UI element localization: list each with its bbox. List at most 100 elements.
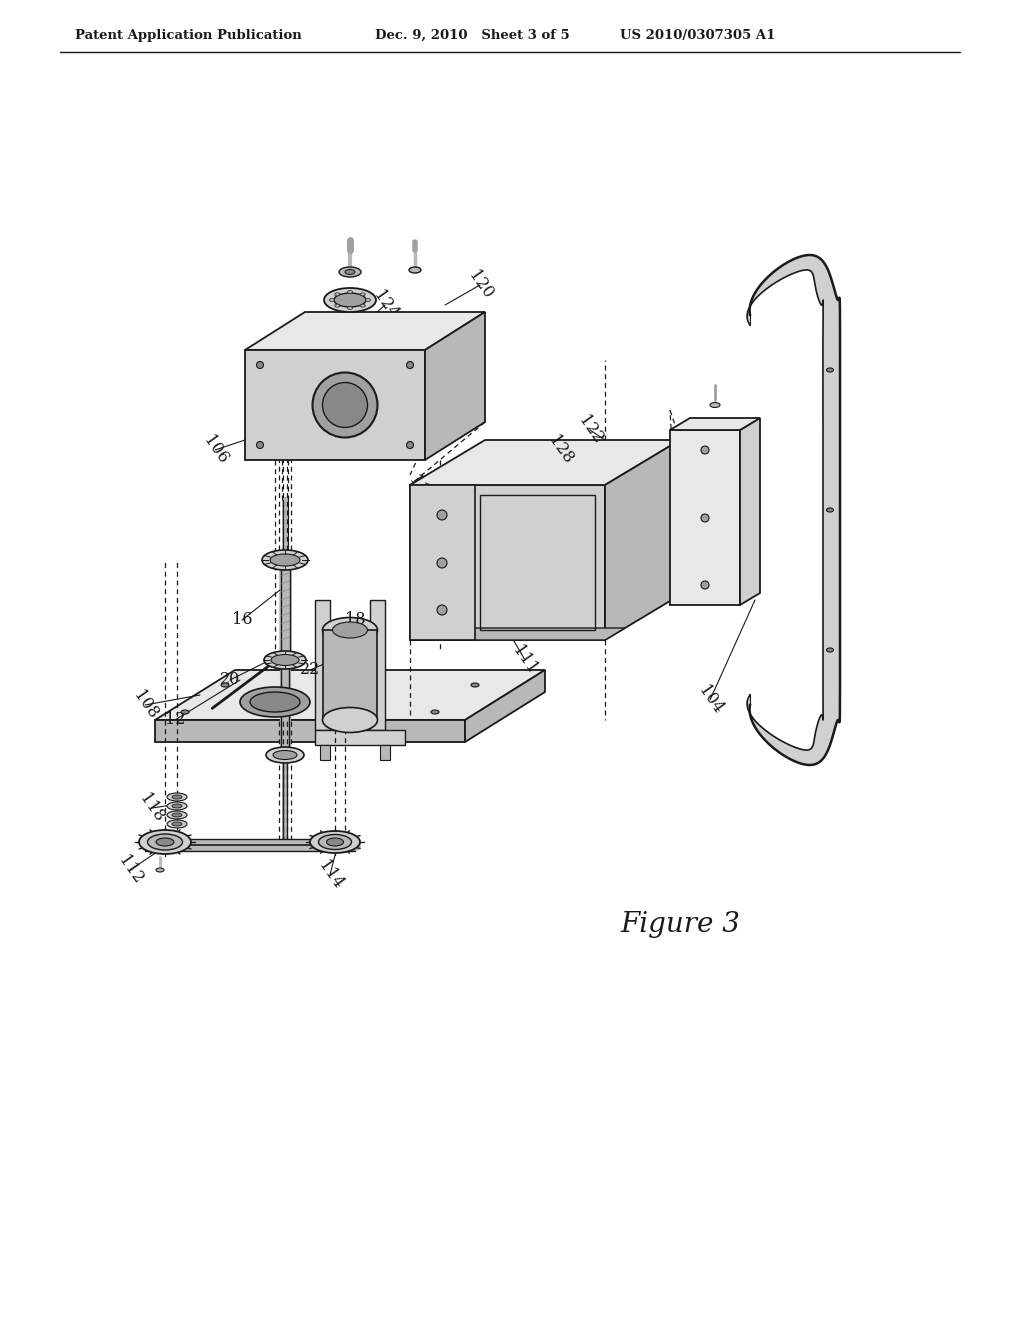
Text: 124: 124 [370,288,400,322]
Ellipse shape [407,441,414,449]
Ellipse shape [172,795,182,799]
Ellipse shape [701,513,709,521]
Polygon shape [155,671,545,719]
Ellipse shape [221,682,229,686]
Text: 16: 16 [231,611,252,628]
Polygon shape [245,312,485,350]
Text: Patent Application Publication: Patent Application Publication [75,29,302,41]
Ellipse shape [323,383,368,428]
Ellipse shape [327,838,343,846]
Ellipse shape [270,554,300,566]
Text: 122: 122 [574,413,606,447]
Ellipse shape [345,269,355,275]
Text: 112: 112 [115,853,145,887]
Ellipse shape [407,362,414,368]
Ellipse shape [318,834,351,850]
Ellipse shape [273,751,297,759]
Text: 120: 120 [464,268,496,302]
Ellipse shape [471,682,479,686]
Polygon shape [605,440,680,640]
Ellipse shape [147,834,182,850]
Ellipse shape [409,267,421,273]
Text: 111: 111 [509,643,541,677]
Ellipse shape [360,293,366,296]
Ellipse shape [333,622,368,638]
Polygon shape [748,255,840,766]
Ellipse shape [710,403,720,408]
Text: Dec. 9, 2010   Sheet 3 of 5: Dec. 9, 2010 Sheet 3 of 5 [375,29,569,41]
Polygon shape [380,744,390,760]
Ellipse shape [431,710,439,714]
Ellipse shape [323,618,378,643]
Text: 118: 118 [136,791,168,825]
Ellipse shape [335,293,340,296]
Ellipse shape [437,558,447,568]
Polygon shape [670,418,760,430]
Ellipse shape [256,362,263,368]
Ellipse shape [366,298,371,301]
Ellipse shape [264,651,306,669]
Text: 128: 128 [544,433,575,467]
Text: Figure 3: Figure 3 [620,912,740,939]
Ellipse shape [266,747,304,763]
Text: 114: 114 [314,858,346,892]
Polygon shape [425,312,485,459]
Text: 108: 108 [129,688,161,722]
Ellipse shape [167,820,187,828]
Polygon shape [465,671,545,742]
Polygon shape [670,430,740,605]
Ellipse shape [324,288,376,312]
Polygon shape [410,628,625,640]
Ellipse shape [437,605,447,615]
Text: 12: 12 [165,711,185,729]
Polygon shape [155,719,465,742]
Ellipse shape [172,813,182,817]
Ellipse shape [437,510,447,520]
Text: 20: 20 [220,672,240,689]
Ellipse shape [701,581,709,589]
Ellipse shape [250,692,300,711]
Ellipse shape [701,446,709,454]
Ellipse shape [156,869,164,873]
Ellipse shape [826,508,834,512]
Polygon shape [319,744,330,760]
Ellipse shape [167,810,187,818]
Polygon shape [410,484,605,640]
Text: 116: 116 [269,342,301,378]
Ellipse shape [334,293,366,308]
Text: 22: 22 [300,661,321,678]
Ellipse shape [181,710,189,714]
Ellipse shape [360,304,366,308]
Ellipse shape [256,441,263,449]
Text: 104: 104 [694,682,726,717]
Ellipse shape [826,648,834,652]
Text: 106: 106 [200,433,230,467]
Ellipse shape [271,655,299,665]
Polygon shape [370,601,385,730]
Ellipse shape [335,304,340,308]
Text: 18: 18 [345,611,366,628]
Polygon shape [315,730,406,744]
Ellipse shape [262,550,308,570]
Ellipse shape [312,372,378,437]
Polygon shape [410,484,475,640]
Polygon shape [245,350,425,459]
Ellipse shape [139,830,191,854]
Ellipse shape [156,838,174,846]
Ellipse shape [323,708,378,733]
Polygon shape [315,601,330,730]
Ellipse shape [240,686,310,717]
Polygon shape [740,418,760,605]
Ellipse shape [172,822,182,826]
Ellipse shape [172,804,182,808]
Ellipse shape [339,267,361,277]
Polygon shape [323,630,377,719]
Ellipse shape [310,832,360,853]
Ellipse shape [167,793,187,801]
Ellipse shape [167,803,187,810]
Text: US 2010/0307305 A1: US 2010/0307305 A1 [620,29,775,41]
Text: 126: 126 [679,442,711,478]
Ellipse shape [330,298,335,301]
Ellipse shape [826,368,834,372]
Ellipse shape [347,306,352,309]
